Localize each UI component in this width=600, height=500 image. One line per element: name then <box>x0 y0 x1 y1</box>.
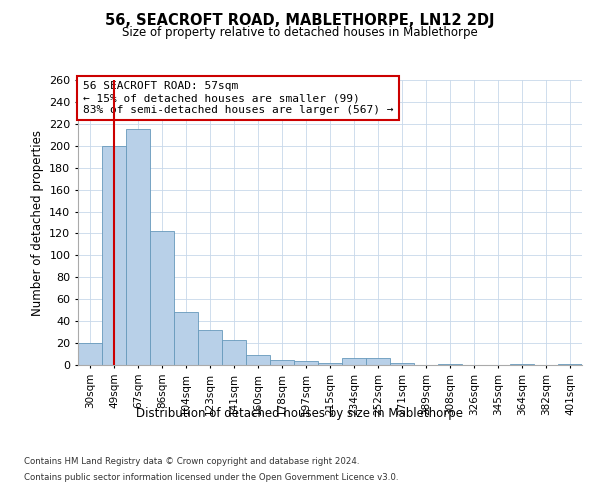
Text: Contains public sector information licensed under the Open Government Licence v3: Contains public sector information licen… <box>24 472 398 482</box>
Bar <box>390 363 414 365</box>
Bar <box>558 364 582 365</box>
Bar <box>174 312 198 365</box>
Text: 56, SEACROFT ROAD, MABLETHORPE, LN12 2DJ: 56, SEACROFT ROAD, MABLETHORPE, LN12 2DJ <box>105 12 495 28</box>
Text: 56 SEACROFT ROAD: 57sqm
← 15% of detached houses are smaller (99)
83% of semi-de: 56 SEACROFT ROAD: 57sqm ← 15% of detache… <box>83 82 394 114</box>
Text: Size of property relative to detached houses in Mablethorpe: Size of property relative to detached ho… <box>122 26 478 39</box>
Bar <box>318 363 342 365</box>
Bar <box>294 360 318 365</box>
Bar <box>126 130 150 365</box>
Bar <box>150 232 174 365</box>
Bar <box>438 364 462 365</box>
Text: Contains HM Land Registry data © Crown copyright and database right 2024.: Contains HM Land Registry data © Crown c… <box>24 458 359 466</box>
Bar <box>198 330 222 365</box>
Y-axis label: Number of detached properties: Number of detached properties <box>31 130 44 316</box>
Bar <box>246 355 270 365</box>
Bar <box>366 358 390 365</box>
Bar <box>102 146 126 365</box>
Text: Distribution of detached houses by size in Mablethorpe: Distribution of detached houses by size … <box>137 408 464 420</box>
Bar <box>78 343 102 365</box>
Bar <box>270 360 294 365</box>
Bar <box>510 364 534 365</box>
Bar <box>342 358 366 365</box>
Bar <box>222 340 246 365</box>
